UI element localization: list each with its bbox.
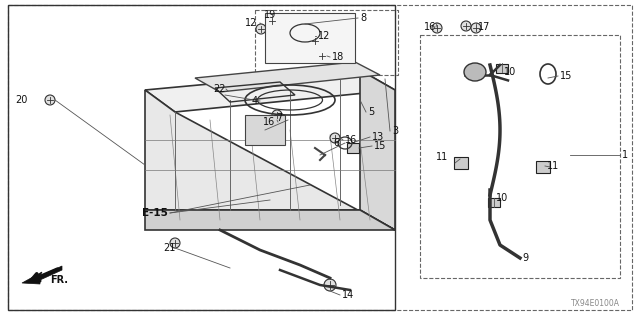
Bar	[8, 5, 395, 310]
Circle shape	[310, 36, 320, 46]
Bar	[496, 64, 508, 73]
Bar	[245, 115, 285, 145]
Circle shape	[272, 110, 282, 120]
Polygon shape	[145, 90, 395, 230]
Circle shape	[471, 23, 481, 33]
Bar	[255, 10, 398, 75]
Bar	[265, 13, 355, 63]
Text: 16: 16	[345, 135, 357, 145]
Text: 15: 15	[374, 141, 387, 151]
Text: 5: 5	[368, 107, 374, 117]
Text: 6: 6	[333, 138, 339, 148]
Text: 1: 1	[622, 150, 628, 160]
Polygon shape	[360, 70, 395, 230]
Text: 21: 21	[163, 243, 175, 253]
Ellipse shape	[464, 63, 486, 81]
Text: 11: 11	[547, 161, 559, 171]
Bar	[536, 161, 550, 173]
Text: 11: 11	[436, 152, 448, 162]
Text: 16: 16	[424, 22, 436, 32]
Text: 7: 7	[276, 113, 282, 123]
Text: 3: 3	[392, 126, 398, 136]
Text: 17: 17	[478, 22, 490, 32]
Circle shape	[45, 95, 55, 105]
Text: 4: 4	[252, 96, 258, 106]
Bar	[488, 198, 500, 207]
Bar	[454, 157, 468, 169]
Text: 19: 19	[264, 10, 276, 20]
Polygon shape	[195, 62, 380, 92]
Text: 10: 10	[504, 67, 516, 77]
Circle shape	[317, 51, 327, 61]
Circle shape	[330, 133, 340, 143]
Text: 14: 14	[342, 290, 355, 300]
Circle shape	[256, 24, 266, 34]
Polygon shape	[145, 210, 395, 230]
Bar	[347, 143, 359, 153]
Text: FR.: FR.	[50, 275, 68, 285]
Text: 9: 9	[522, 253, 528, 263]
Circle shape	[461, 21, 471, 31]
Text: 12: 12	[245, 18, 257, 28]
Text: 8: 8	[360, 13, 366, 23]
Text: 12: 12	[318, 31, 330, 41]
Text: 18: 18	[332, 52, 344, 62]
Text: 22: 22	[213, 84, 225, 94]
Text: 16: 16	[263, 117, 275, 127]
Text: 13: 13	[372, 132, 384, 142]
Text: 15: 15	[560, 71, 572, 81]
Circle shape	[324, 279, 336, 291]
Text: E-15: E-15	[142, 208, 168, 218]
Text: 10: 10	[496, 193, 508, 203]
Circle shape	[267, 16, 277, 26]
Polygon shape	[145, 70, 395, 112]
Circle shape	[432, 23, 442, 33]
Polygon shape	[22, 266, 62, 284]
Bar	[420, 35, 620, 278]
Text: 20: 20	[15, 95, 28, 105]
Text: TX94E0100A: TX94E0100A	[571, 299, 620, 308]
Circle shape	[170, 238, 180, 248]
